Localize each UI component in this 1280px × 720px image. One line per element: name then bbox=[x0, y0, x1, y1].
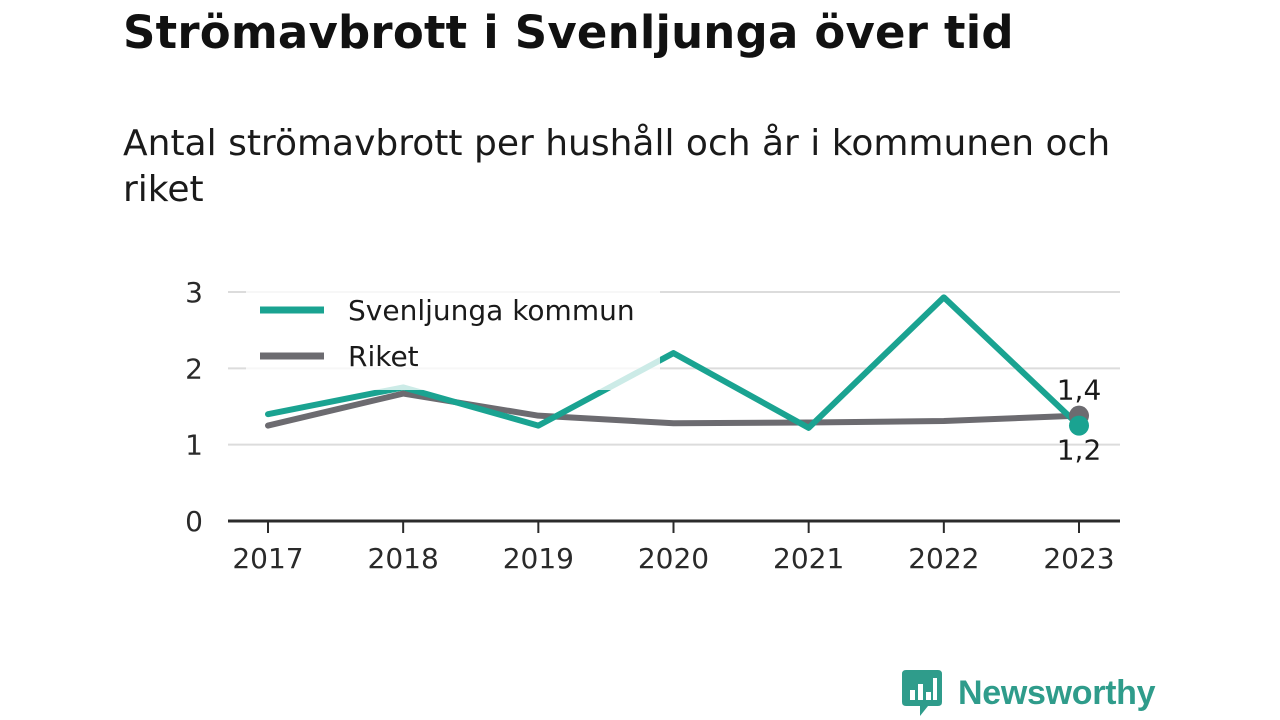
bubble-bar-2 bbox=[918, 684, 923, 700]
bubble-bar-1 bbox=[910, 690, 915, 700]
end-label-riket: 1,4 bbox=[1057, 374, 1102, 407]
x-tick-label: 2021 bbox=[773, 542, 844, 575]
x-tick-label: 2023 bbox=[1043, 542, 1114, 575]
bubble-bar-4 bbox=[933, 678, 937, 700]
legend-label: Riket bbox=[348, 340, 419, 373]
bubble-bar-3 bbox=[926, 692, 931, 700]
chart-subtitle: Antal strömavbrott per hushåll och år i … bbox=[123, 123, 1111, 210]
legend-background bbox=[246, 286, 660, 390]
series-line-riket bbox=[265, 390, 1082, 429]
x-tick-label: 2020 bbox=[638, 542, 709, 575]
axes: 0 1 2 3 2017 2018 2019 2020 2021 2022 2023 bbox=[185, 276, 1120, 575]
chart-title: Strömavbrott i Svenljunga över tid bbox=[123, 6, 1014, 59]
bar-chart-bubble-icon bbox=[902, 670, 942, 716]
end-labels: 1,4 1,2 bbox=[1057, 374, 1102, 467]
x-tick-label: 2022 bbox=[908, 542, 979, 575]
x-tick-label: 2017 bbox=[232, 542, 303, 575]
legend: Svenljunga kommun Riket bbox=[246, 286, 660, 390]
y-tick-label: 2 bbox=[185, 352, 203, 385]
y-tick-label: 0 bbox=[185, 505, 203, 538]
y-tick-label: 1 bbox=[185, 429, 203, 462]
end-point-svenljunga bbox=[1069, 415, 1089, 436]
x-tick-label: 2019 bbox=[503, 542, 574, 575]
brand-logo: Newsworthy bbox=[902, 670, 1156, 716]
end-label-svenljunga: 1,2 bbox=[1057, 434, 1102, 467]
x-tick-label: 2018 bbox=[368, 542, 439, 575]
y-tick-label: 3 bbox=[185, 276, 203, 309]
legend-label: Svenljunga kommun bbox=[348, 294, 635, 327]
brand-name: Newsworthy bbox=[958, 674, 1156, 712]
